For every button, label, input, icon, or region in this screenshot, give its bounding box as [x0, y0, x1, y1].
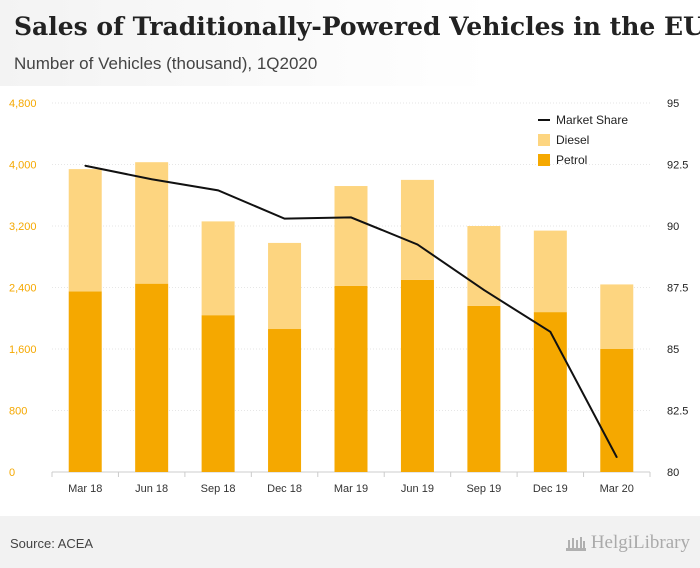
- bar-petrol: [467, 305, 501, 472]
- x-tick-label: Sep 19: [466, 483, 501, 495]
- y-left-tick-label: 3,200: [9, 221, 37, 233]
- legend-label-diesel: Diesel: [556, 133, 589, 147]
- bar-petrol: [135, 283, 169, 472]
- y-left-tick-label: 1,600: [9, 344, 37, 356]
- y-right-tick-label: 92.5: [667, 160, 688, 172]
- bar-diesel: [467, 226, 501, 306]
- legend-label-petrol: Petrol: [556, 153, 587, 167]
- point-market-share: [217, 189, 219, 192]
- brand-logo: HelgiLibrary: [565, 532, 690, 554]
- point-market-share: [350, 216, 352, 219]
- x-tick-label: Dec 18: [267, 483, 302, 495]
- bar-diesel: [268, 242, 302, 330]
- legend-label-market-share: Market Share: [556, 113, 628, 127]
- chart-area: 0 800 1,600 2,400 3,200 4,000 4,800 80 82.5 85 87.…: [0, 86, 700, 516]
- bar-petrol: [533, 312, 567, 472]
- x-tick-label: Mar 20: [600, 483, 634, 495]
- chart-title: Sales of Traditionally-Powered Vehicles …: [14, 12, 700, 41]
- y-left-tick-label: 4,800: [9, 98, 37, 110]
- legend-swatch-diesel: [538, 134, 550, 146]
- x-tick-label: Sep 18: [201, 483, 236, 495]
- bar-petrol: [268, 329, 302, 472]
- y-right-tick-label: 87.5: [667, 283, 688, 295]
- x-tick-label: Mar 18: [68, 483, 102, 495]
- y-right-tick-label: 95: [667, 98, 679, 110]
- point-market-share: [615, 456, 618, 459]
- point-market-share: [84, 164, 87, 167]
- y-right-tick-label: 85: [667, 344, 679, 356]
- library-building-icon: [565, 537, 586, 551]
- y-left-tick-label: 0: [9, 467, 15, 479]
- point-market-share: [283, 217, 286, 220]
- point-market-share: [483, 289, 485, 291]
- bar-petrol: [400, 279, 434, 472]
- point-market-share: [150, 178, 153, 181]
- y-left-tick-label: 800: [9, 406, 27, 418]
- point-market-share: [549, 330, 552, 333]
- source-note: Source: ACEA: [10, 536, 94, 551]
- bar-petrol: [600, 349, 634, 472]
- bar-petrol: [201, 315, 235, 472]
- bar-petrol: [68, 291, 102, 472]
- y-left-tick-label: 4,000: [9, 160, 37, 172]
- chart-subtitle: Number of Vehicles (thousand), 1Q2020: [14, 54, 318, 73]
- point-market-share: [416, 243, 419, 246]
- bar-diesel: [600, 284, 634, 349]
- bar-diesel: [400, 179, 434, 280]
- x-tick-label: Dec 19: [533, 483, 568, 495]
- x-tick-label: Jun 19: [401, 483, 434, 495]
- bar-petrol: [334, 285, 368, 472]
- chart-svg: 0 800 1,600 2,400 3,200 4,000 4,800 80 82.5 85 87.…: [9, 98, 688, 495]
- bar-diesel: [68, 169, 102, 292]
- y-right-tick-label: 90: [667, 221, 679, 233]
- bar-diesel: [201, 221, 235, 316]
- x-tick-label: Mar 19: [334, 483, 368, 495]
- chart-header: Sales of Traditionally-Powered Vehicles …: [0, 0, 700, 86]
- y-left-tick-label: 2,400: [9, 283, 37, 295]
- bar-diesel: [533, 230, 567, 313]
- x-tick-label: Jun 18: [135, 483, 168, 495]
- y-right-tick-label: 82.5: [667, 406, 688, 418]
- bar-diesel: [334, 186, 368, 286]
- legend-swatch-petrol: [538, 154, 550, 166]
- y-right-tick-label: 80: [667, 467, 679, 479]
- brand-logo-text: HelgiLibrary: [590, 532, 690, 553]
- bar-diesel: [135, 162, 169, 284]
